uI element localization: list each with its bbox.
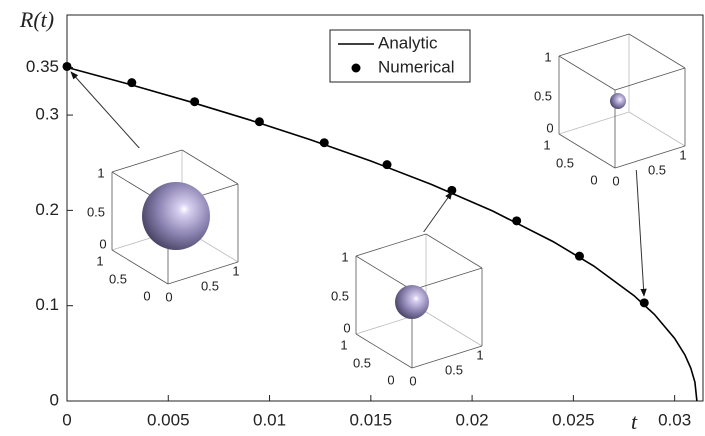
inset-x-tick: 1 — [679, 147, 686, 162]
inset-y-tick: 0 — [590, 172, 597, 187]
y-tick-label: 0.2 — [35, 200, 59, 219]
y-tick-label: 0.3 — [35, 105, 59, 124]
numerical-point — [512, 216, 521, 225]
chart: R(t) t 0 0.1 0.2 0.3 0.35 0 0.005 0.01 0.015 0.02… — [0, 0, 705, 436]
inset-y-tick: 1 — [96, 253, 103, 268]
y-tick-label: 0.35 — [26, 57, 59, 76]
inset-z-tick: 1 — [341, 249, 348, 264]
numerical-point — [383, 160, 392, 169]
inset-z-tick: 0 — [343, 320, 350, 335]
inset-z-tick: 0.5 — [331, 288, 349, 303]
x-tick-label: 0.03 — [658, 410, 691, 429]
legend-label: Numerical — [378, 57, 455, 76]
inset-y-tick: 0.5 — [556, 155, 574, 170]
inset-sphere — [395, 285, 429, 319]
y-axis-label: R(t) — [19, 7, 54, 32]
x-axis-label: t — [631, 409, 638, 434]
inset-y-tick: 0.5 — [353, 355, 371, 370]
inset-x-tick: 0.5 — [445, 362, 463, 377]
x-tick-label: 0.015 — [350, 410, 393, 429]
inset-z-tick: 0 — [99, 236, 106, 251]
inset-y-tick: 1 — [340, 337, 347, 352]
numerical-point — [320, 138, 329, 147]
numerical-point — [63, 62, 72, 71]
inset-y-tick: 0.5 — [109, 271, 127, 286]
inset-sphere — [142, 182, 210, 250]
inset-y-tick: 0 — [143, 288, 150, 303]
inset-z-tick: 0 — [546, 120, 553, 135]
inset-z-tick: 0.5 — [534, 88, 552, 103]
inset-sphere — [610, 93, 626, 109]
x-tick-label: 0 — [62, 410, 71, 429]
inset-z-tick: 1 — [544, 49, 551, 64]
inset-z-tick: 0.5 — [87, 204, 105, 219]
x-tick-label: 0.005 — [147, 410, 190, 429]
y-tick-label: 0.1 — [35, 295, 59, 314]
inset-y-tick: 0 — [387, 372, 394, 387]
inset-x-tick: 0 — [165, 289, 172, 304]
y-tick-label: 0 — [50, 390, 59, 409]
inset-y-tick: 1 — [543, 137, 550, 152]
inset-x-tick: 1 — [476, 347, 483, 362]
arrow — [71, 72, 150, 160]
inset-x-tick: 0.5 — [201, 278, 219, 293]
inset-x-tick: 0 — [612, 173, 619, 188]
inset-x-tick: 0.5 — [648, 162, 666, 177]
legend-label: Analytic — [378, 33, 438, 52]
inset-z-tick: 1 — [97, 165, 104, 180]
numerical-point — [255, 117, 264, 126]
x-tick-label: 0.02 — [456, 410, 489, 429]
numerical-point — [575, 252, 584, 261]
numerical-point — [447, 186, 456, 195]
x-tick-label: 0.01 — [253, 410, 286, 429]
legend-dot — [352, 64, 361, 73]
numerical-point — [190, 97, 199, 106]
arrow — [636, 165, 644, 296]
x-tick-label: 0.025 — [552, 410, 595, 429]
inset-x-tick: 1 — [232, 263, 239, 278]
inset-x-tick: 0 — [409, 373, 416, 388]
numerical-point — [127, 78, 136, 87]
numerical-point — [640, 298, 649, 307]
